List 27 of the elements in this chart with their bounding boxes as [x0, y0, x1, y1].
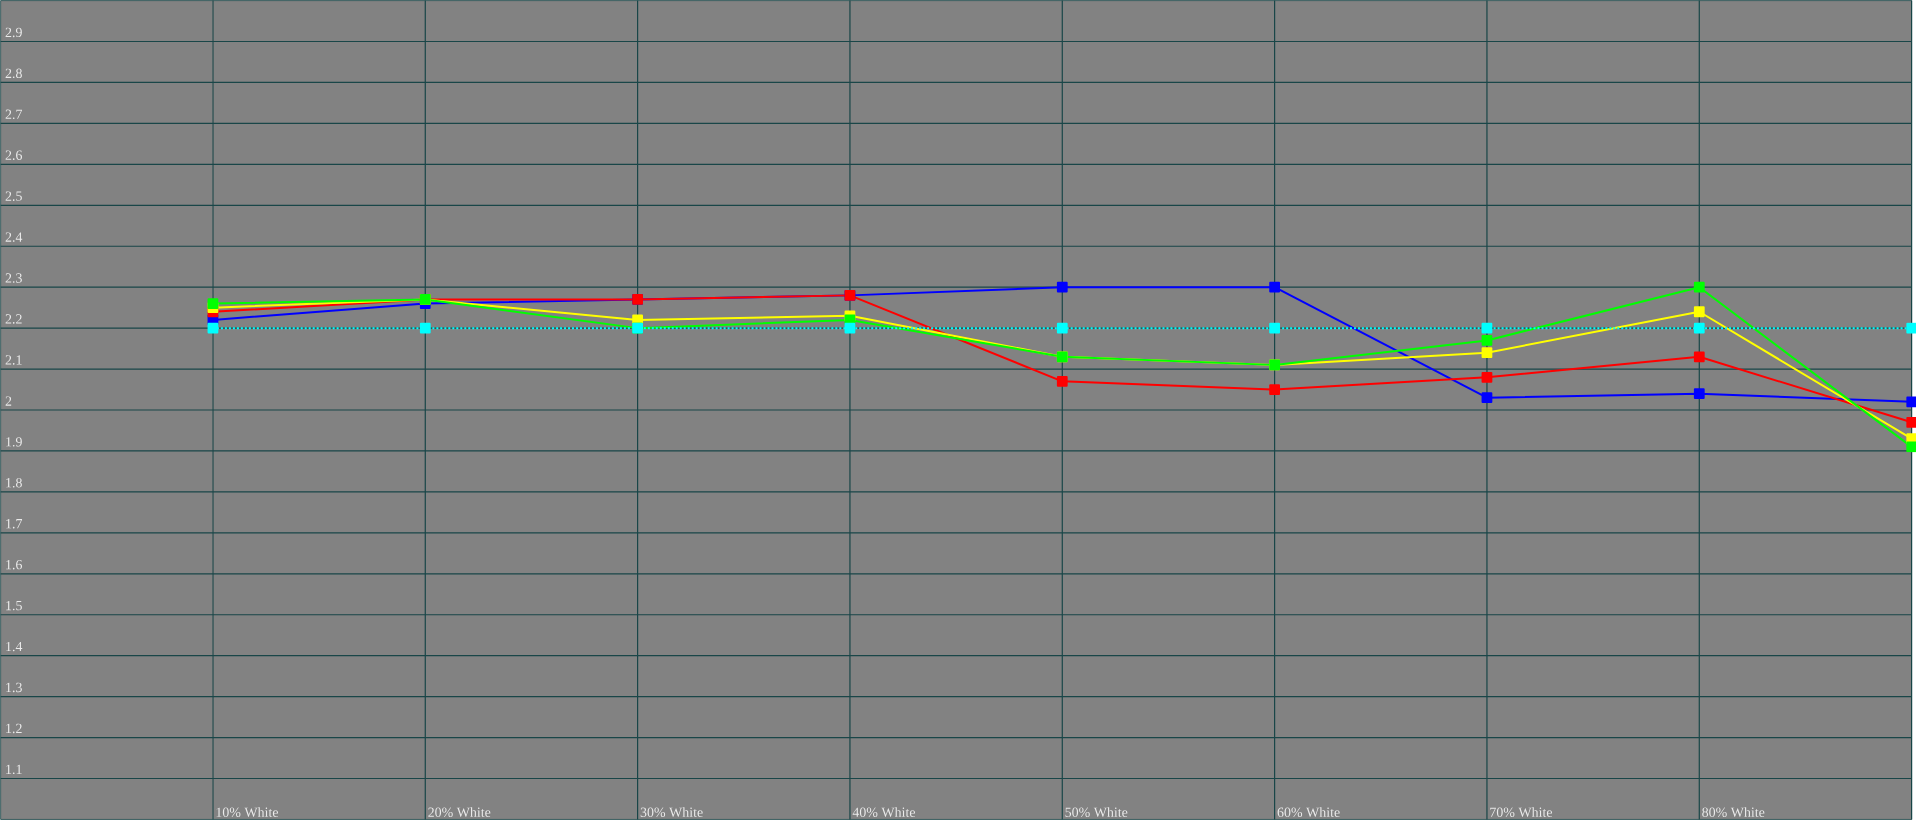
- y-tick-label: 1.2: [6, 723, 22, 734]
- y-tick-label: 2.5: [5, 191, 22, 201]
- y-tick-label: 1.8: [6, 478, 22, 488]
- x-tick-label: 40% White: [852, 807, 916, 818]
- y-tick-label: 2.9: [5, 27, 22, 38]
- y-tick-label: 2.8: [5, 68, 22, 79]
- x-tick-label: 80% White: [1702, 807, 1765, 818]
- x-tick-label: 10% White: [216, 807, 279, 818]
- y-tick-label: 1.1: [6, 764, 22, 775]
- y-tick-label: 1.4: [6, 641, 23, 652]
- y-tick-label: 2.1: [5, 355, 22, 365]
- x-tick-label: 50% White: [1065, 807, 1128, 818]
- x-tick-label: 60% White: [1277, 807, 1340, 818]
- y-tick-label: 2.2: [5, 314, 22, 324]
- y-tick-label: 1.3: [6, 682, 22, 693]
- x-tick-label: 20% White: [428, 807, 491, 818]
- y-tick-label: 2.3: [5, 273, 22, 283]
- x-tick-label: 70% White: [1490, 807, 1553, 818]
- y-tick-label: 2.6: [5, 150, 23, 160]
- y-tick-label: 2.7: [5, 109, 23, 119]
- y-tick-label: 1.7: [6, 519, 23, 529]
- y-tick-label: 1.9: [6, 437, 22, 447]
- x-tick-label: 30% White: [640, 807, 703, 818]
- y-tick-label: 2.4: [5, 232, 23, 242]
- y-tick-label: 1.5: [6, 600, 22, 611]
- y-tick-label: 1.6: [6, 559, 23, 570]
- y-tick-label: 2: [5, 396, 12, 406]
